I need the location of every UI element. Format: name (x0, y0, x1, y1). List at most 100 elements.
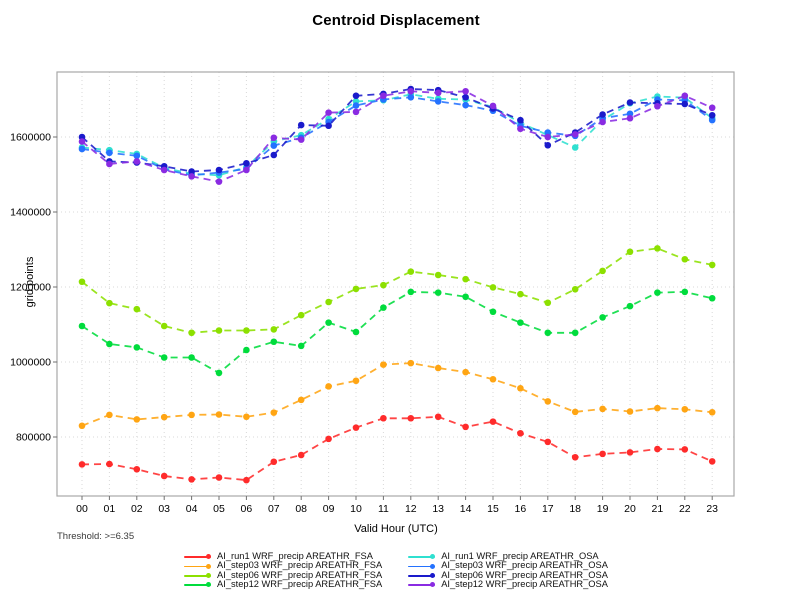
data-point (462, 87, 469, 95)
data-point (297, 136, 305, 143)
legend-label: AI_step12 WRF_precip AREATHR_OSA (441, 579, 608, 590)
data-point (599, 267, 606, 275)
x-tick-label: 17 (542, 503, 554, 515)
series-line (81, 290, 713, 374)
data-point (325, 122, 332, 130)
legend-label: AI_step06 WRF_precip AREATHR_FSA (217, 569, 383, 580)
data-point (133, 416, 141, 423)
x-tick-label: 13 (432, 503, 444, 515)
data-point (489, 102, 497, 110)
legend-item: AI_step06 WRF_precip AREATHR_FSA (184, 569, 383, 580)
data-point (407, 93, 415, 101)
page-title: Centroid Displacement (312, 12, 480, 29)
x-tick-label: 20 (624, 503, 636, 515)
x-tick-label: 14 (460, 503, 472, 515)
data-point (626, 248, 634, 256)
data-point (160, 166, 168, 174)
legend-label: AI_run1 WRF_precip AREATHR_OSA (441, 551, 599, 561)
data-point (708, 294, 716, 302)
data-point (270, 458, 278, 466)
legend-swatch-icon (408, 563, 436, 569)
series-line (81, 415, 713, 482)
series-AI_step12-WRF_precip-AREATHR_OSA (78, 87, 716, 185)
legend-label: AI_step03 WRF_precip AREATHR_OSA (441, 560, 608, 571)
data-point (106, 149, 113, 157)
data-point (106, 411, 113, 419)
data-point (243, 166, 250, 174)
data-point (380, 92, 387, 100)
data-point (188, 173, 195, 180)
data-point (215, 411, 223, 418)
data-point (654, 289, 661, 296)
data-point (407, 359, 415, 367)
x-tick-label: 09 (323, 503, 335, 515)
data-point (160, 472, 168, 480)
data-point (133, 158, 141, 165)
data-point (106, 160, 113, 168)
data-point (517, 290, 524, 298)
data-point (626, 302, 634, 310)
data-point (270, 409, 278, 416)
axis-ticks-and-labels: 800000 1000000 1200000 1400000 1600000 00 01 02… (10, 132, 718, 516)
data-point (188, 168, 195, 175)
series-line (81, 96, 713, 177)
data-point (681, 446, 689, 453)
data-point (434, 271, 442, 279)
legend-swatch-icon (184, 563, 212, 569)
series-line (81, 247, 713, 334)
data-point (708, 116, 716, 124)
data-point (544, 438, 552, 446)
data-point (599, 111, 606, 118)
legend-label: AI_run1 WRF_precip AREATHR_FSA (217, 551, 373, 561)
legend: AI_run1 WRF_precip AREATHR_FSA AI_step03… (0, 551, 792, 590)
data-point (571, 131, 579, 138)
data-point (626, 408, 634, 415)
data-point (188, 476, 195, 483)
legend-column-osa: AI_run1 WRF_precip AREATHR_OSA AI_step03… (408, 551, 608, 590)
data-point (462, 293, 469, 301)
x-tick-label: 02 (131, 503, 143, 515)
data-point (599, 118, 606, 126)
data-point (215, 178, 223, 185)
data-point (434, 413, 442, 421)
data-point (599, 450, 606, 458)
data-point (215, 369, 223, 377)
legend-label: AI_step06 WRF_precip AREATHR_OSA (441, 569, 608, 580)
data-point (243, 346, 250, 354)
data-point (626, 99, 634, 106)
data-point (215, 166, 223, 174)
x-axis-label: Valid Hour (UTC) (354, 523, 438, 535)
data-point (544, 133, 552, 141)
data-point (270, 326, 278, 333)
legend-swatch-icon (184, 554, 212, 560)
data-point (297, 342, 305, 350)
data-point (708, 458, 716, 465)
data-point (489, 308, 497, 316)
x-tick-label: 01 (104, 503, 116, 515)
data-point (544, 329, 552, 337)
series-AI_step03-WRF_precip-AREATHR_FSA (78, 359, 716, 430)
data-point (626, 449, 634, 456)
data-point (380, 304, 387, 311)
legend-item: AI_step03 WRF_precip AREATHR_OSA (408, 560, 608, 571)
data-point (434, 89, 442, 97)
data-point (215, 474, 223, 481)
data-point (489, 375, 497, 383)
data-point (243, 476, 250, 484)
data-point (571, 408, 579, 416)
data-point (654, 404, 661, 412)
data-point (325, 298, 332, 306)
data-point (78, 461, 86, 468)
data-point (708, 261, 716, 269)
x-tick-label: 07 (268, 503, 280, 515)
x-tick-label: 16 (515, 503, 527, 515)
data-point (133, 465, 141, 473)
data-point (106, 340, 113, 348)
data-point (708, 104, 716, 112)
data-point (626, 114, 634, 122)
y-tick-label: 1400000 (10, 207, 51, 219)
series-AI_step06-WRF_precip-AREATHR_FSA (78, 245, 716, 337)
data-point (380, 414, 387, 422)
data-point (297, 396, 305, 404)
